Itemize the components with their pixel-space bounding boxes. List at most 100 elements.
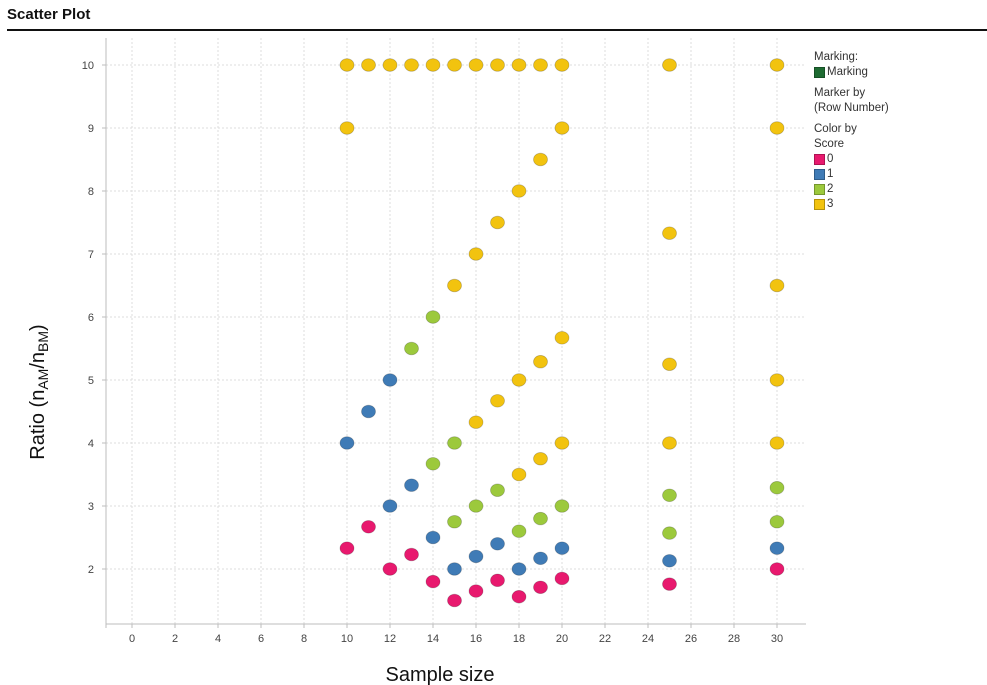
data-point-score-3 [554, 331, 570, 345]
x-tick-labels: 0 2 4 6 8 10 12 14 16 18 20 22 24 26 28 30 [129, 633, 783, 645]
x-tick-label: 30 [771, 633, 783, 645]
x-tick-label: 0 [129, 633, 135, 645]
x-tick-label: 18 [513, 633, 525, 645]
marking-swatch [814, 67, 825, 78]
data-point-score-3 [769, 373, 785, 387]
x-tick-label: 26 [685, 633, 697, 645]
legend-label-0: 0 [827, 153, 834, 165]
data-point-score-1 [554, 541, 570, 555]
data-point-score-1 [769, 541, 785, 555]
data-point-score-3 [533, 152, 548, 167]
data-point-score-2 [769, 515, 785, 529]
data-point-score-0 [769, 562, 785, 576]
data-point-score-2 [425, 457, 441, 471]
data-point-score-0 [447, 593, 462, 608]
data-point-score-3 [490, 394, 505, 408]
data-point-score-2 [490, 483, 505, 497]
data-point-score-0 [425, 574, 441, 589]
data-point-score-1 [339, 436, 355, 450]
window-title: Scatter Plot [7, 6, 91, 23]
legend-swatch-1 [814, 169, 825, 180]
data-point-score-3 [769, 121, 785, 135]
legend-label-1: 1 [827, 168, 834, 180]
legend-label-2: 2 [827, 183, 834, 195]
axes [102, 38, 806, 628]
legend-item-3[interactable]: 3 [814, 197, 889, 212]
x-tick-label: 2 [172, 633, 178, 645]
data-point-score-3 [490, 215, 505, 230]
x-tick-label: 12 [384, 633, 396, 645]
data-point-score-3 [554, 436, 570, 450]
x-tick-label: 6 [258, 633, 264, 645]
data-point-score-3 [425, 58, 441, 72]
data-point-score-1 [511, 562, 527, 576]
data-point-score-3 [533, 58, 548, 72]
data-point-score-3 [662, 226, 677, 240]
legend-color-by-value: Score [814, 138, 845, 150]
legend-swatch-0 [814, 154, 825, 165]
data-point-score-2 [662, 526, 677, 540]
data-point-score-3 [468, 58, 484, 72]
y-tick-label: 7 [88, 249, 94, 261]
data-point-score-0 [662, 577, 677, 591]
data-point-score-3 [533, 452, 548, 466]
legend-label-3: 3 [827, 198, 834, 210]
y-tick-labels: 2 3 4 5 6 7 8 9 10 [82, 60, 94, 576]
data-point-score-3 [339, 121, 355, 135]
x-tick-label: 14 [427, 633, 439, 645]
legend-marker-by-title: Marker by [814, 87, 866, 99]
legend-color-by-title: Color by [814, 123, 857, 135]
x-tick-label: 16 [470, 633, 482, 645]
data-point-score-3 [447, 278, 462, 293]
data-point-score-0 [382, 562, 398, 576]
data-point-score-3 [511, 467, 527, 482]
data-point-score-1 [382, 373, 398, 387]
data-point-score-1 [447, 562, 462, 576]
data-point-score-2 [554, 499, 570, 513]
data-point-score-0 [490, 573, 505, 588]
data-point-score-3 [554, 58, 570, 72]
data-point-score-3 [511, 373, 527, 387]
x-tick-label: 28 [728, 633, 740, 645]
legend-marking-label: Marking [827, 66, 868, 78]
data-point-score-2 [662, 488, 677, 502]
data-point-score-0 [361, 520, 376, 534]
x-axis-label: Sample size [386, 664, 495, 685]
data-point-score-2 [769, 481, 785, 495]
data-point-score-2 [404, 341, 419, 356]
y-tick-label: 5 [88, 375, 94, 387]
legend: Marking: Marking Marker by (Row Number) … [814, 50, 889, 212]
legend-marking-item[interactable]: Marking [814, 65, 889, 80]
data-point-score-1 [361, 404, 376, 419]
y-tick-label: 2 [88, 564, 94, 576]
data-point-score-3 [511, 58, 527, 72]
y-tick-label: 9 [88, 123, 94, 135]
data-point-score-1 [490, 537, 505, 551]
y-tick-label: 10 [82, 60, 94, 72]
data-point-score-2 [511, 524, 527, 538]
data-point-score-3 [769, 278, 785, 293]
x-tick-label: 8 [301, 633, 307, 645]
title-divider [7, 29, 987, 31]
grid-lines [106, 38, 806, 624]
legend-item-2[interactable]: 2 [814, 182, 889, 197]
data-point-score-1 [404, 478, 419, 492]
data-point-score-3 [447, 58, 462, 72]
y-tick-label: 6 [88, 312, 94, 324]
legend-item-1[interactable]: 1 [814, 167, 889, 182]
data-point-score-0 [554, 571, 570, 586]
data-point-score-1 [533, 551, 548, 565]
legend-item-0[interactable]: 0 [814, 152, 889, 167]
data-point-score-0 [339, 541, 355, 555]
legend-swatch-2 [814, 184, 825, 195]
legend-swatch-3 [814, 199, 825, 210]
data-point-score-3 [769, 58, 785, 72]
data-point-score-0 [404, 547, 419, 562]
data-point-score-3 [511, 184, 527, 198]
data-point-score-3 [404, 58, 419, 72]
data-point-score-2 [468, 499, 484, 513]
data-point-score-3 [468, 415, 484, 429]
data-point-score-3 [468, 247, 484, 261]
x-tick-label: 4 [215, 633, 221, 645]
